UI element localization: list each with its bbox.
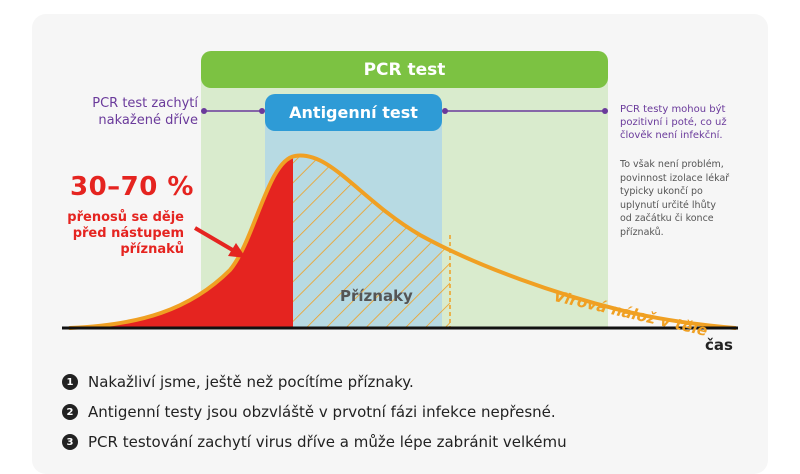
list-item: 3 PCR testování zachytí virus dříve a mů…	[62, 433, 567, 451]
pcr-early-line1: PCR test zachytí	[92, 96, 198, 111]
pcr-test-bar: PCR test	[201, 51, 608, 88]
right-purple-dot-end	[602, 108, 608, 114]
viral-load-diagram	[62, 70, 738, 330]
isolation-line2: povinnost izolace lékař	[620, 172, 730, 184]
isolation-note: To však není problém, povinnost izolace …	[620, 158, 770, 239]
number-badge: 2	[62, 404, 78, 420]
isolation-line1: To však není problém,	[620, 159, 724, 170]
viral-load-curve	[68, 153, 737, 330]
isolation-line5: od začátku či konce	[620, 213, 714, 224]
antigen-test-label: Antigenní test	[289, 103, 418, 122]
antigen-test-bar: Antigenní test	[265, 94, 442, 131]
time-axis-label: čas	[705, 336, 733, 354]
right-purple-dot	[442, 108, 448, 114]
transmission-percent: 30–70 %	[70, 172, 194, 202]
list-item: 1 Nakažliví jsme, ještě než pocítíme pří…	[62, 373, 414, 391]
pcr-early-note: PCR test zachytí nakažené dříve	[58, 95, 198, 129]
pcr-late-line3: člověk není infekční.	[620, 130, 723, 141]
left-purple-dot-end	[259, 108, 265, 114]
list-item-text: Antigenní testy jsou obzvláště v prvotní…	[88, 403, 556, 421]
left-purple-dot	[201, 108, 207, 114]
isolation-line4: uplynutí určité lhůty	[620, 199, 716, 211]
pcr-test-label: PCR test	[363, 59, 446, 80]
red-pointer-arrowhead	[228, 243, 246, 258]
list-item: 2 Antigenní testy jsou obzvláště v prvot…	[62, 403, 556, 421]
red-pointer-arrow	[193, 226, 238, 254]
pcr-late-line2: pozitivní i poté, co už	[620, 117, 727, 128]
isolation-line6: příznaků.	[620, 226, 664, 238]
pcr-late-line1: PCR testy mohou být	[620, 104, 726, 115]
number-badge: 1	[62, 374, 78, 390]
pcr-early-line2: nakažené dříve	[98, 113, 198, 128]
isolation-line3: typicky ukončí po	[620, 186, 703, 197]
transmission-line2: před nástupem	[72, 226, 184, 241]
symptoms-label: Příznaky	[340, 287, 413, 305]
list-item-text: Nakažliví jsme, ještě než pocítíme přízn…	[88, 373, 414, 391]
transmission-line3: příznaků	[120, 242, 184, 257]
number-badge: 3	[62, 434, 78, 450]
transmission-note: přenosů se děje před nástupem příznaků	[58, 210, 184, 258]
list-item-text: PCR testování zachytí virus dříve a může…	[88, 433, 567, 451]
pcr-late-note: PCR testy mohou být pozitivní i poté, co…	[620, 103, 770, 142]
transmission-line1: přenosů se děje	[67, 210, 184, 225]
